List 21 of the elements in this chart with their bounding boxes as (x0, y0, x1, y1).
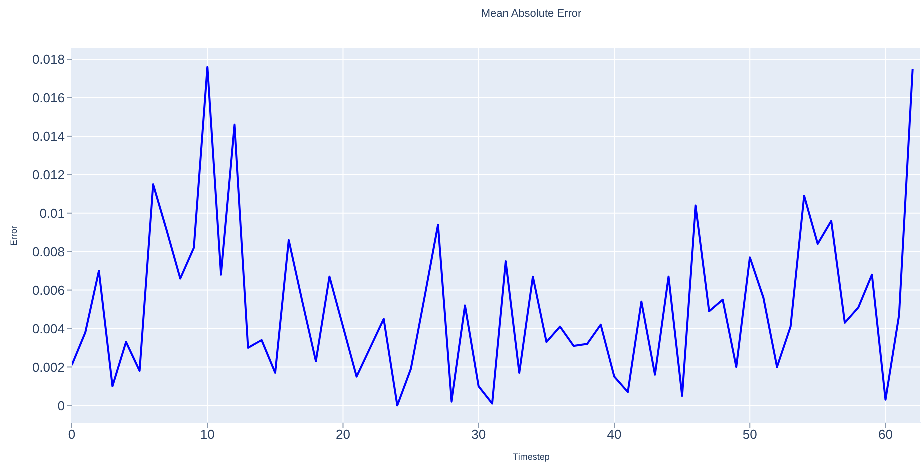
y-tick-label: 0.014 (32, 129, 65, 144)
line-series (72, 66, 914, 407)
y-tick-label: 0.004 (32, 321, 65, 336)
y-tick-label: 0.01 (40, 206, 65, 221)
y-axis-title: Error (9, 226, 19, 246)
x-tick-label: 60 (878, 427, 893, 442)
x-tick-label: 40 (607, 427, 622, 442)
x-tick-label: 50 (742, 427, 758, 442)
y-tick-label: 0.006 (32, 282, 65, 298)
x-tick-label: 10 (200, 427, 215, 442)
y-tick-label: 0.016 (32, 90, 65, 106)
y-tick-label: 0.018 (32, 52, 65, 68)
x-tick-label: 0 (68, 427, 76, 442)
chart-title: Mean Absolute Error (480, 8, 583, 20)
y-tick-label: 0.012 (32, 168, 65, 183)
y-tick-label: 0 (58, 398, 65, 414)
x-axis-title: Timestep (512, 452, 551, 462)
x-tick-label: 30 (472, 427, 486, 442)
x-tick-label: 20 (336, 427, 350, 442)
y-tick-label: 0.008 (32, 244, 65, 260)
y-tick-label: 0.002 (32, 360, 65, 375)
